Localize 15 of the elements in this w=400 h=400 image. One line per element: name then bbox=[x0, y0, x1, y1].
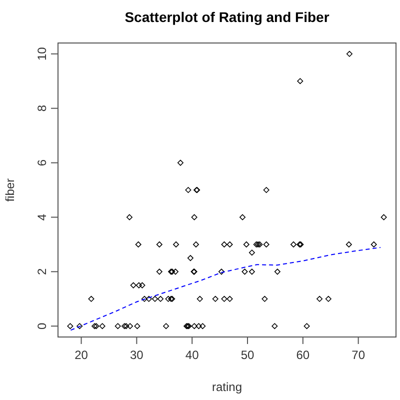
x-tick-label: 70 bbox=[352, 348, 366, 362]
x-axis-title: rating bbox=[212, 380, 242, 394]
y-tick-label: 4 bbox=[35, 214, 49, 221]
y-tick-label: 8 bbox=[35, 104, 49, 112]
x-tick-label: 60 bbox=[296, 348, 310, 362]
y-tick-label: 10 bbox=[35, 46, 49, 61]
y-axis-title: fiber bbox=[3, 178, 17, 202]
chart-title: Scatterplot of Rating and Fiber bbox=[124, 9, 330, 25]
y-tick-label: 2 bbox=[35, 268, 49, 276]
x-tick-label: 30 bbox=[130, 348, 144, 362]
x-tick-label: 40 bbox=[185, 348, 200, 362]
y-tick-label: 6 bbox=[35, 159, 49, 166]
y-tick-label: 0 bbox=[35, 322, 49, 330]
x-tick-label: 20 bbox=[74, 348, 88, 362]
x-tick-label: 50 bbox=[240, 348, 254, 362]
